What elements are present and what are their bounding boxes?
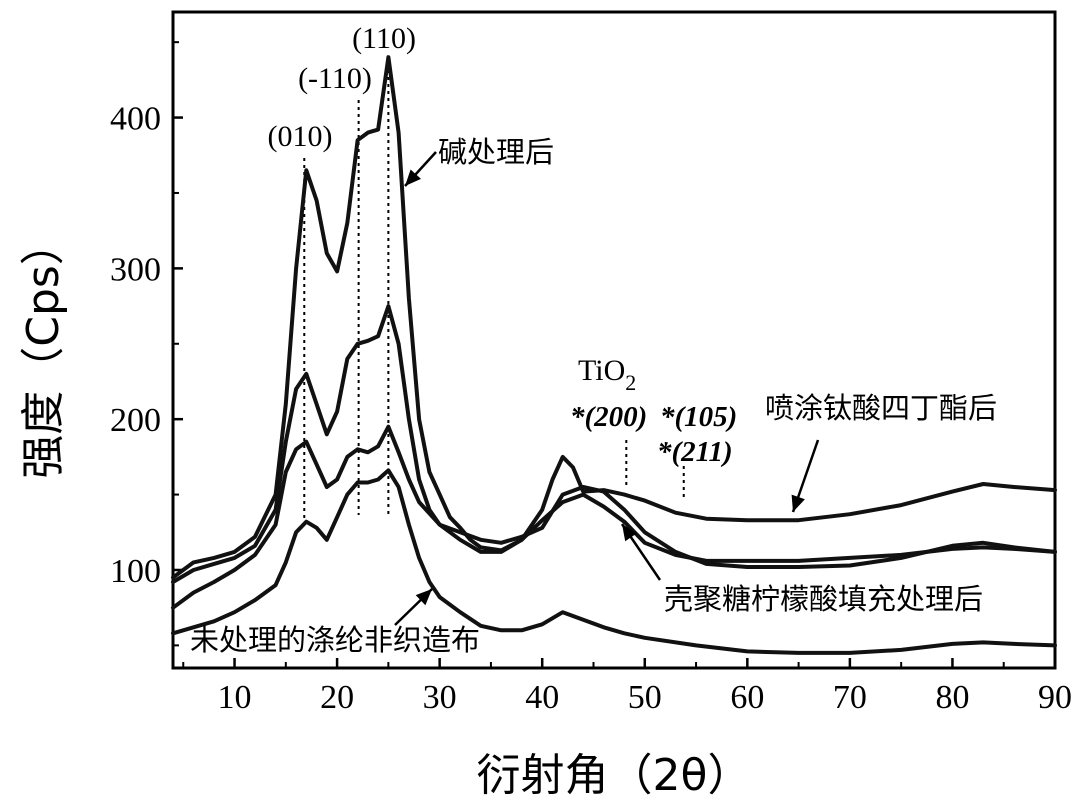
x-tick-label: 30	[423, 679, 457, 716]
series-label-tbot: 喷涂钛酸四丁酯后	[765, 391, 997, 425]
arrow-chitosan-head	[622, 524, 637, 542]
tio2-label-main: TiO	[578, 354, 625, 387]
x-tick-label: 60	[730, 679, 764, 716]
series-label-alkali: 碱处理后	[438, 135, 554, 169]
tio2-label: TiO2	[578, 354, 636, 395]
series-line-alkali	[171, 55, 1057, 580]
arrow-untreated-head	[415, 589, 432, 606]
x-tick-label: 50	[628, 679, 662, 716]
tio2-label-subscript: 2	[625, 370, 636, 395]
peak-label-010: (010)	[268, 120, 333, 153]
arrow-tbot-head	[791, 494, 805, 512]
x-axis-title: 衍射角（2θ）	[477, 750, 752, 801]
x-tick-label: 80	[935, 679, 969, 716]
x-tick-label: 20	[320, 679, 354, 716]
tio2-peak-200: *(200)	[570, 401, 647, 433]
series-lines	[171, 55, 1057, 655]
y-axis-title: 强度（Cps）	[18, 221, 69, 479]
tio2-peak-105: *(105)	[660, 401, 737, 433]
y-tick-label: 400	[110, 101, 161, 138]
plot-frame	[171, 10, 1057, 670]
annotation-arrows	[394, 151, 820, 626]
peak-label-110: (110)	[352, 22, 416, 55]
y-tick-label: 300	[110, 251, 161, 288]
peak-label-neg110: (-110)	[298, 62, 372, 95]
x-tick-label: 10	[218, 679, 252, 716]
x-tick-label: 70	[833, 679, 867, 716]
peak-reference-lines	[303, 56, 685, 528]
series-label-chitosan: 壳聚糖柠檬酸填充处理后	[664, 582, 983, 616]
series-line-chitosan	[171, 424, 1057, 610]
series-line-tbot	[171, 304, 1057, 584]
x-tick-label: 90	[1038, 679, 1072, 716]
axis-tick-labels: 10 20 30 40 50 60 70 80 90 100 200 300 400	[110, 101, 1072, 716]
x-tick-label: 40	[525, 679, 559, 716]
arrow-alkali-head	[405, 169, 421, 186]
axis-ticks	[173, 41, 1005, 668]
y-tick-label: 200	[110, 402, 161, 439]
tio2-peak-211: *(211)	[657, 436, 733, 468]
series-label-untreated: 未处理的涤纶非织造布	[190, 623, 480, 657]
series-line-untreated	[171, 468, 1057, 655]
y-tick-label: 100	[110, 553, 161, 590]
